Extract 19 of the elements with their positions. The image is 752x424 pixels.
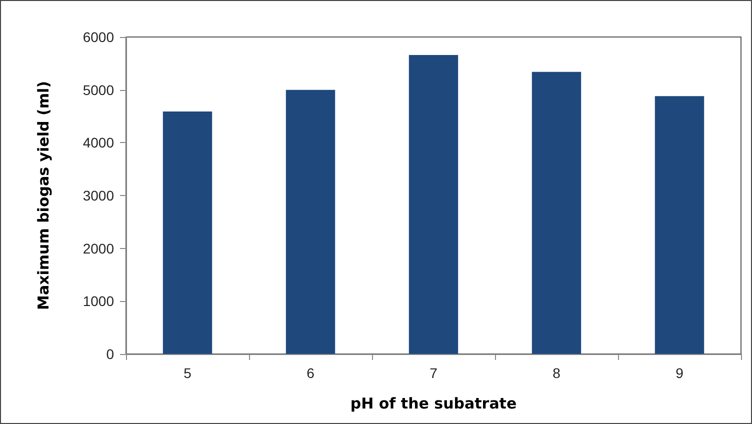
x-tick-label: 9 bbox=[676, 365, 684, 381]
bar bbox=[408, 54, 458, 354]
x-tick-label: 8 bbox=[552, 365, 561, 381]
y-tick-label: 4000 bbox=[82, 134, 114, 151]
x-tick-label: 7 bbox=[430, 365, 438, 381]
y-tick-label: 1000 bbox=[82, 293, 114, 310]
bar bbox=[532, 72, 582, 354]
y-axis-title: Maximum biogas yield (ml) bbox=[34, 81, 52, 310]
bar bbox=[162, 111, 212, 354]
y-tick-label: 2000 bbox=[82, 240, 114, 256]
bar bbox=[286, 90, 336, 354]
x-tick-label: 5 bbox=[184, 365, 192, 381]
x-tick-label: 6 bbox=[306, 365, 315, 381]
y-tick-label: 0 bbox=[106, 346, 114, 362]
y-tick-label: 3000 bbox=[82, 188, 114, 204]
y-tick-label: 6000 bbox=[82, 29, 114, 45]
bar bbox=[654, 96, 704, 354]
y-tick-label: 5000 bbox=[82, 82, 114, 98]
x-axis-title: pH of the subatrate bbox=[350, 394, 517, 412]
